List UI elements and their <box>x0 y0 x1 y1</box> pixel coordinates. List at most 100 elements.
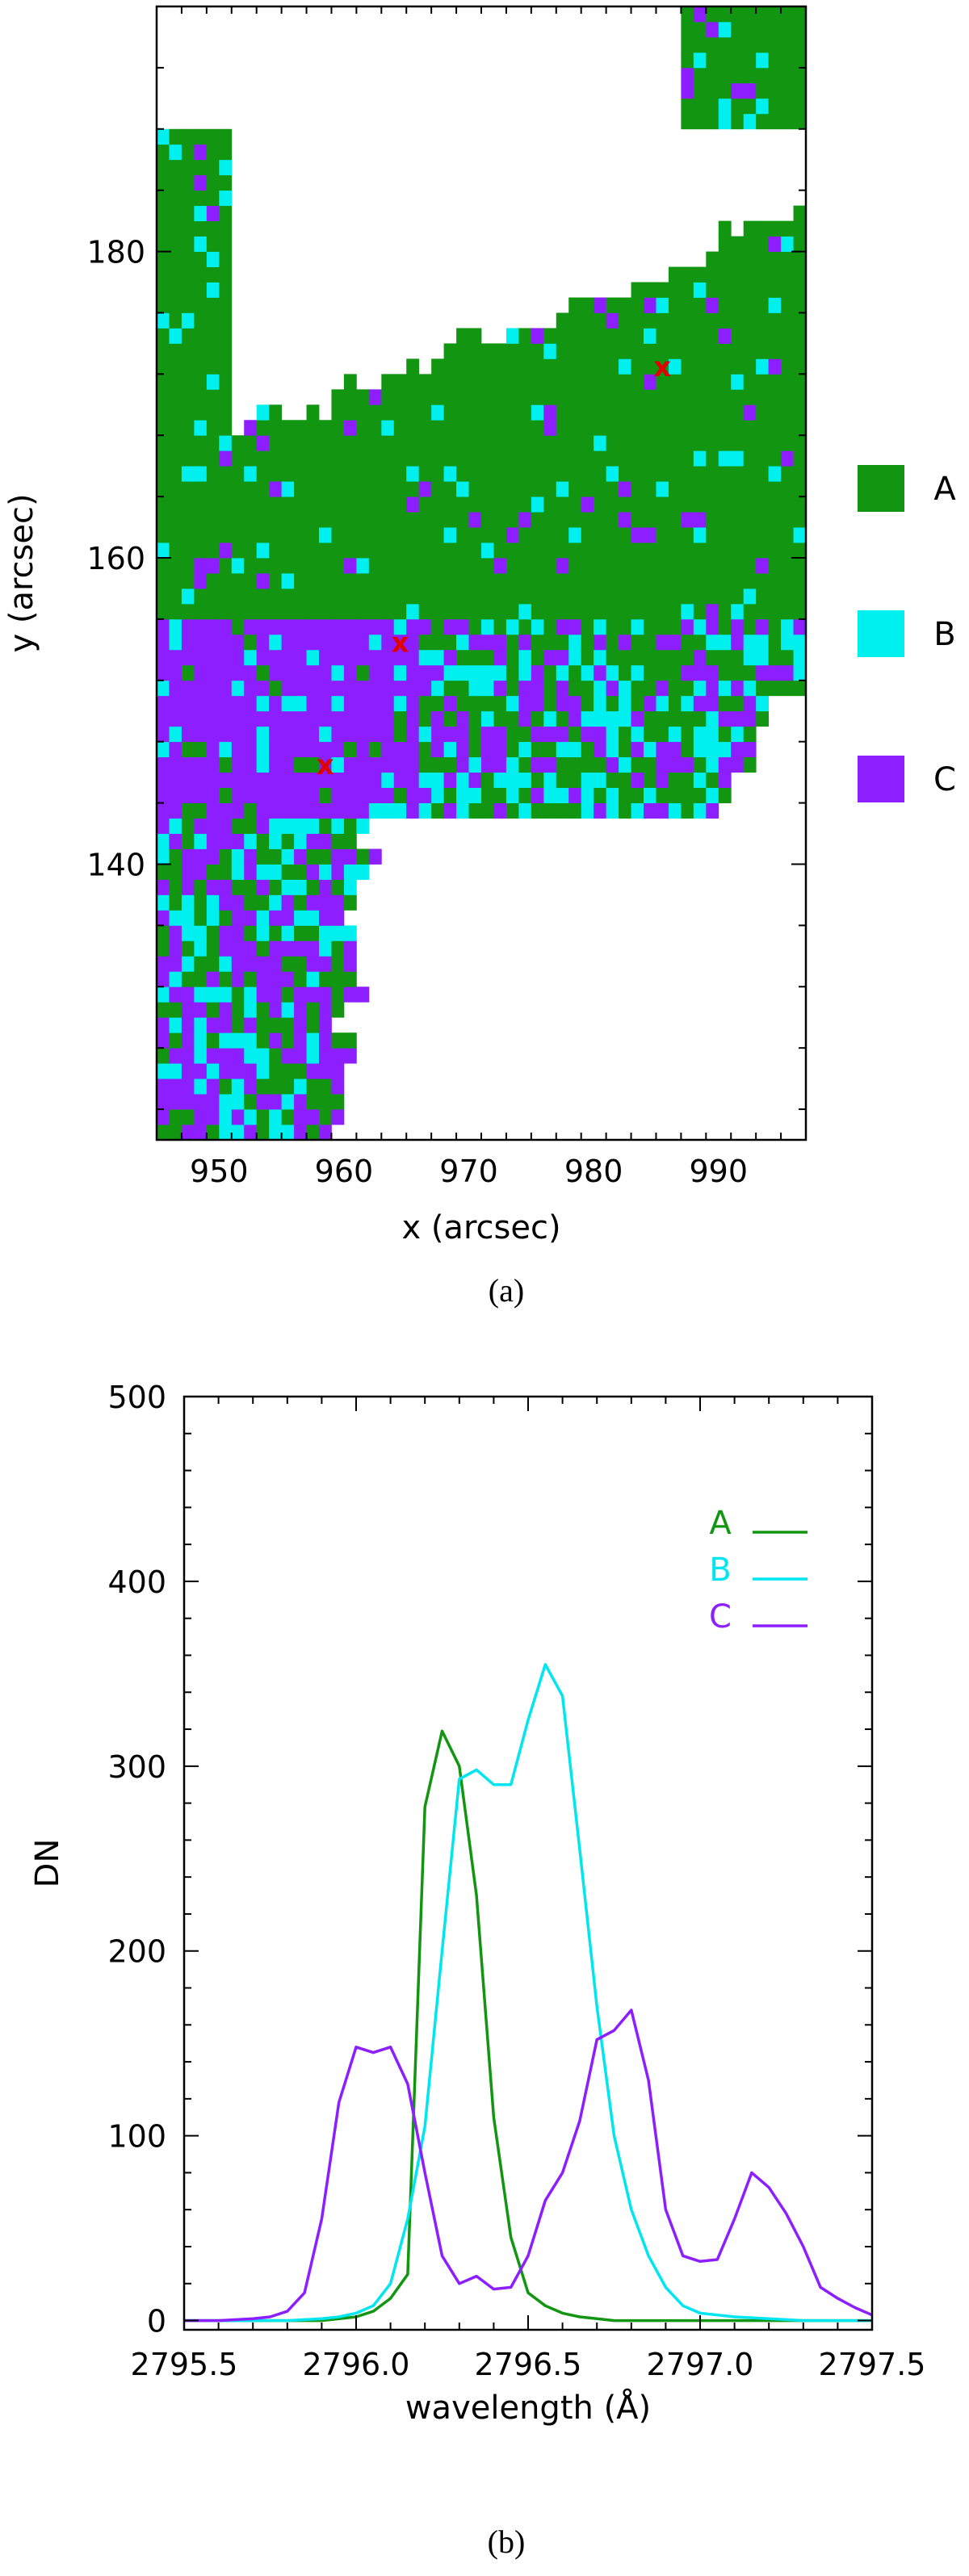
map-cell-C <box>319 772 332 789</box>
map-cell-A <box>456 649 469 666</box>
map-cell-A <box>656 649 669 666</box>
map-cell-B <box>219 956 233 972</box>
map-cell-C <box>206 726 220 743</box>
map-cell-A <box>518 404 532 421</box>
map-cell-A <box>681 772 694 789</box>
map-cell-C <box>206 833 220 849</box>
map-cell-A <box>693 21 707 38</box>
map-cell-A <box>743 374 757 390</box>
map-cell-C <box>181 756 195 773</box>
map-cell-B <box>169 618 182 635</box>
map-cell-C <box>606 680 619 697</box>
map-cell-A <box>505 603 519 620</box>
map-cell-A <box>731 558 745 574</box>
spectrum-x-axis-label: wavelength (Å) <box>405 2388 651 2427</box>
map-cell-A <box>468 420 482 436</box>
map-cell-A <box>619 573 631 589</box>
category-map-cells <box>157 6 807 1141</box>
map-cell-B <box>393 664 407 681</box>
map-cell-C <box>656 634 669 651</box>
map-cell-A <box>581 420 594 436</box>
map-markers: xxx <box>317 351 671 781</box>
map-cell-A <box>431 496 445 513</box>
map-cell-C <box>381 741 395 758</box>
map-cell-A <box>743 251 757 267</box>
map-cell-A <box>756 420 770 436</box>
map-cell-A <box>206 174 220 191</box>
map-cell-A <box>219 389 233 405</box>
map-cell-A <box>518 481 532 497</box>
map-cell-A <box>306 496 320 513</box>
map-cell-B <box>644 741 656 758</box>
map-cell-A <box>756 36 770 53</box>
map-cell-A <box>656 542 669 559</box>
map-cell-A <box>606 695 619 712</box>
map-cell-A <box>343 833 357 849</box>
map-cell-A <box>294 527 307 543</box>
map-cell-C <box>743 695 757 712</box>
map-cell-A <box>668 266 682 283</box>
map-cell-A <box>319 420 332 436</box>
map-cell-B <box>594 772 607 789</box>
map-cell-A <box>393 404 407 421</box>
map-cell-A <box>157 481 170 497</box>
map-cell-A <box>219 236 233 252</box>
map-cell-A <box>294 512 307 528</box>
map-cell-A <box>194 404 208 421</box>
map-cell-C <box>306 695 320 712</box>
map-cell-A <box>468 558 482 574</box>
map-cell-A <box>668 649 682 666</box>
map-cell-A <box>256 1017 270 1033</box>
map-cell-C <box>206 1094 220 1110</box>
map-cell-A <box>693 374 707 390</box>
map-cell-A <box>481 558 494 574</box>
map-cell-A <box>631 558 644 574</box>
map-cell-A <box>793 573 807 589</box>
map-cell-B <box>568 649 582 666</box>
map-cell-A <box>644 634 656 651</box>
map-cell-A <box>568 435 582 451</box>
map-cell-A <box>644 496 656 513</box>
map-cell-A <box>181 174 195 191</box>
map-cell-C <box>244 420 258 436</box>
map-cell-A <box>381 481 395 497</box>
map-cell-A <box>181 236 195 252</box>
map-cell-A <box>543 466 557 482</box>
map-cell-C <box>319 710 332 727</box>
map-cell-A <box>619 450 631 467</box>
map-cell-C <box>181 680 195 697</box>
map-cell-A <box>219 144 233 161</box>
map-cell-A <box>681 573 694 589</box>
map-cell-B <box>693 52 707 69</box>
map-cell-A <box>281 1079 295 1095</box>
map-cell-B <box>244 1002 258 1018</box>
map-cell-B <box>706 710 719 727</box>
map-cell-A <box>556 343 569 359</box>
map-cell-C <box>606 312 619 329</box>
map-cell-A <box>756 220 770 237</box>
map-cell-A <box>343 404 357 421</box>
map-cell-A <box>644 389 656 405</box>
map-cell-C <box>306 618 320 635</box>
map-cell-A <box>269 680 283 697</box>
map-cell-A <box>756 603 770 620</box>
map-cell-A <box>693 389 707 405</box>
map-cell-B <box>206 251 220 267</box>
map-cell-A <box>668 450 682 467</box>
map-cell-A <box>456 404 469 421</box>
map-cell-A <box>656 603 669 620</box>
map-cell-C <box>681 512 694 528</box>
map-cell-A <box>718 496 732 513</box>
map-cell-A <box>543 481 557 497</box>
map-cell-B <box>718 21 732 38</box>
map-cell-C <box>681 82 694 99</box>
map-cell-A <box>594 312 607 329</box>
map-cell-B <box>793 527 807 543</box>
map-cell-A <box>269 1063 283 1079</box>
map-cell-A <box>381 435 395 451</box>
map-cell-A <box>481 481 494 497</box>
map-cell-B <box>181 910 195 926</box>
map-cell-A <box>656 404 669 421</box>
map-cell-B <box>281 573 295 589</box>
map-cell-A <box>505 680 519 697</box>
